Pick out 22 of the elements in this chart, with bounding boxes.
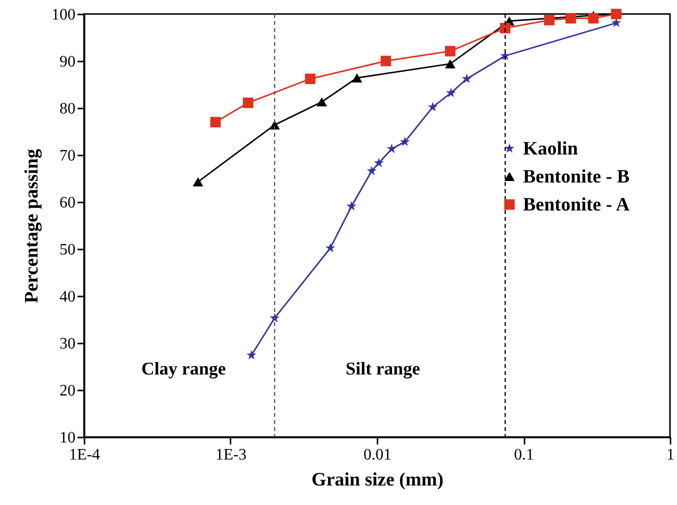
y-tick-label: 30 — [60, 336, 76, 352]
y-tick-label: 10 — [60, 430, 76, 446]
y-tick-label: 60 — [60, 194, 76, 212]
x-tick-label: 0.1 — [514, 446, 534, 464]
y-tick-label: 70 — [60, 148, 76, 164]
y-tick-label: 90 — [60, 54, 76, 70]
y-axis-title: Percentage passing — [22, 148, 42, 304]
annotation: Clay range — [141, 358, 226, 378]
legend-label: Kaolin — [523, 138, 578, 160]
annotation: Silt range — [346, 358, 420, 378]
legend-label: Bentonite - B — [523, 166, 630, 188]
legend-label: Bentonite - A — [523, 194, 630, 216]
y-tick-label: 80 — [60, 100, 76, 118]
y-tick-label: 50 — [60, 242, 76, 258]
x-tick-label: 1E-4 — [68, 446, 100, 464]
x-axis-title: Grain size (mm) — [312, 470, 444, 490]
x-tick-label: 1 — [666, 446, 674, 464]
y-tick-label: 40 — [60, 288, 76, 306]
x-tick-label: 0.01 — [364, 446, 392, 464]
y-tick-label: 100 — [52, 6, 76, 24]
y-tick-label: 20 — [60, 382, 76, 400]
x-tick-label: 1E-3 — [215, 446, 247, 464]
